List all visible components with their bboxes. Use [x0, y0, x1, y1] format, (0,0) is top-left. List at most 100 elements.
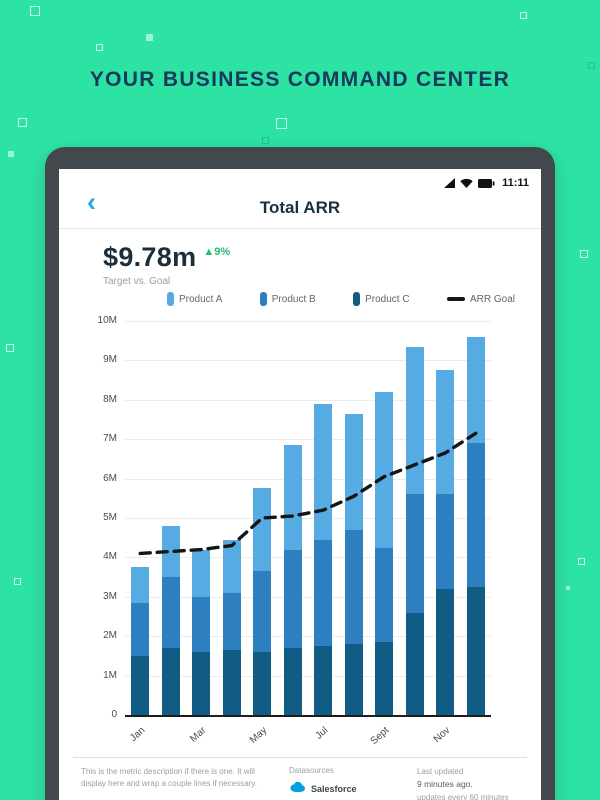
- segment-product-c: [253, 651, 272, 715]
- segment-product-b: [192, 596, 211, 652]
- legend-label: Product B: [271, 293, 316, 305]
- segment-product-a: [161, 525, 180, 578]
- legend-swatch: [167, 292, 174, 306]
- bar-may[interactable]: [253, 488, 272, 715]
- segment-product-a: [314, 403, 333, 540]
- segment-product-b: [161, 577, 180, 649]
- y-tick-label: 6M: [103, 472, 117, 484]
- segment-product-c: [466, 586, 485, 715]
- legend-label: Product A: [179, 293, 223, 305]
- gridline: [125, 557, 491, 559]
- last-updated-note: updates every 60 minutes: [417, 792, 509, 800]
- decor-square: [14, 578, 21, 585]
- bar-apr[interactable]: [222, 539, 241, 715]
- legend-item-product-c[interactable]: Product C: [353, 292, 410, 306]
- gridline: [125, 399, 491, 401]
- last-updated-value: 9 minutes ago.: [417, 779, 473, 790]
- y-tick-label: 8M: [103, 393, 117, 405]
- segment-product-b: [344, 529, 363, 645]
- segment-product-c: [314, 646, 333, 715]
- segment-product-b: [314, 539, 333, 647]
- bar-mar[interactable]: [192, 549, 211, 715]
- segment-product-b: [466, 443, 485, 587]
- legend-item-product-a[interactable]: Product A: [167, 292, 222, 306]
- plot-area: [125, 321, 491, 717]
- segment-product-a: [436, 370, 455, 495]
- gridline: [125, 360, 491, 362]
- y-tick-label: 0: [111, 709, 117, 720]
- stacked-bar-chart: 10M 9M 8M 7M 6M 5M 4M 3M 2M 1M 0 Jan Mar May Jul Sept No…: [59, 315, 541, 767]
- bar-oct[interactable]: [405, 346, 424, 715]
- y-tick-label: 5M: [103, 512, 117, 523]
- datasources-label: Datasources: [289, 766, 334, 775]
- metric-subtitle: Target vs. Goal: [103, 276, 171, 287]
- clock-time: 11:11: [502, 177, 529, 189]
- gridline: [125, 518, 491, 519]
- battery-icon: [478, 178, 495, 188]
- segment-product-b: [131, 602, 150, 656]
- arr-goal-line: [138, 431, 478, 556]
- bar-jan[interactable]: [131, 567, 150, 715]
- bar-feb[interactable]: [161, 525, 180, 715]
- datasource-name[interactable]: Salesforce: [311, 784, 357, 794]
- y-tick-label: 2M: [103, 630, 117, 642]
- hero-title: YOUR BUSINESS COMMAND CENTER: [89, 68, 511, 91]
- x-axis-line: [125, 715, 491, 717]
- legend-item-product-b[interactable]: Product B: [259, 292, 316, 306]
- segment-product-a: [344, 413, 363, 530]
- segment-product-c: [131, 655, 150, 715]
- back-button[interactable]: ‹: [87, 187, 96, 217]
- metric-block: $9.78m ▲9% Target vs. Goal: [103, 242, 230, 287]
- segment-product-c: [375, 642, 394, 715]
- bar-aug[interactable]: [344, 413, 363, 715]
- gridline: [125, 439, 491, 441]
- legend-label: Product C: [365, 293, 410, 305]
- bar-jul[interactable]: [314, 403, 333, 715]
- signal-icon: [444, 178, 456, 188]
- y-tick-label: 9M: [103, 354, 117, 366]
- metric-delta-badge: ▲9%: [203, 246, 231, 258]
- segment-product-b: [253, 571, 272, 652]
- legend-label: ARR Goal: [469, 293, 515, 305]
- decor-square: [520, 12, 527, 19]
- tablet-screen: 11:11 ‹ Total ARR $9.78m ▲9% Target vs. …: [59, 169, 541, 800]
- decor-square: [580, 250, 588, 258]
- segment-product-c: [405, 612, 424, 715]
- y-tick-label: 4M: [103, 551, 117, 563]
- bar-nov[interactable]: [436, 370, 455, 715]
- segment-product-b: [375, 547, 394, 643]
- gridline: [125, 636, 491, 638]
- segment-product-c: [222, 649, 241, 715]
- y-tick-label: 10M: [97, 315, 117, 326]
- metric-description: This is the metric description if there …: [81, 767, 257, 788]
- chart-legend: Product A Product B Product C ARR Goal: [167, 292, 515, 306]
- segment-product-a: [192, 549, 211, 597]
- decor-square: [6, 344, 14, 352]
- bar-dec[interactable]: [466, 336, 485, 715]
- decor-square: [588, 62, 595, 69]
- decor-square: [262, 137, 269, 144]
- footer: This is the metric description if there …: [81, 766, 529, 800]
- bar-sept[interactable]: [375, 391, 394, 715]
- legend-swatch: [446, 297, 465, 301]
- decor-square: [578, 558, 585, 565]
- footer-divider: [73, 757, 527, 758]
- legend-item-arr-goal[interactable]: ARR Goal: [446, 293, 515, 305]
- segment-product-c: [192, 651, 211, 715]
- legend-swatch: [259, 292, 267, 306]
- segment-product-c: [161, 648, 180, 715]
- segment-product-a: [405, 346, 424, 495]
- metric-value: $9.78m: [103, 242, 197, 272]
- segment-product-a: [466, 336, 485, 444]
- segment-product-a: [131, 567, 150, 603]
- page-title: Total ARR: [259, 198, 341, 217]
- y-tick-label: 7M: [103, 433, 117, 445]
- segment-product-a: [375, 391, 394, 548]
- bar-jun[interactable]: [283, 445, 302, 715]
- gridline: [125, 675, 491, 677]
- segment-product-c: [344, 644, 363, 715]
- segment-product-c: [436, 588, 455, 715]
- segment-product-a: [253, 488, 272, 572]
- segment-product-b: [222, 592, 241, 650]
- gridline: [125, 478, 491, 480]
